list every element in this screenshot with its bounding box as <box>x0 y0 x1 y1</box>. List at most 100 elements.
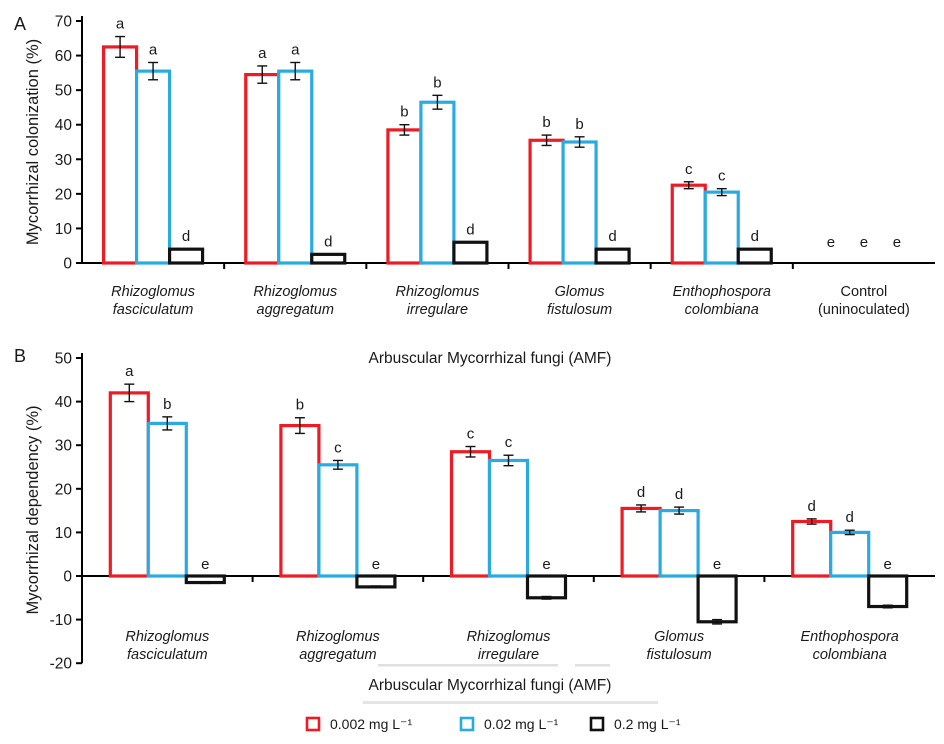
y-tick-label: 30 <box>55 152 73 169</box>
x-category-label: fasciculatum <box>127 647 208 663</box>
significance-letter: a <box>291 41 300 58</box>
significance-letter: a <box>258 45 267 62</box>
bar <box>620 506 662 578</box>
bar <box>419 100 456 265</box>
bar <box>310 252 347 265</box>
x-category-label: Control <box>841 284 888 300</box>
bar <box>703 190 740 265</box>
significance-letter: b <box>542 114 550 131</box>
panel-a-y-axis-title: Mycorrhizal colonization (%) <box>24 39 42 245</box>
bar <box>736 247 773 265</box>
erased-text-artifact <box>575 664 610 667</box>
legend-swatch-black-icon <box>589 716 605 732</box>
bar <box>355 574 397 589</box>
significance-letter: d <box>808 498 816 515</box>
significance-letter: e <box>884 556 892 573</box>
y-tick-label: 70 <box>55 14 73 31</box>
significance-letter: c <box>685 161 693 178</box>
significance-letter: d <box>846 509 854 526</box>
significance-letter: a <box>149 41 158 58</box>
bar <box>525 574 568 600</box>
panel-b-y-axis-title: Mycorrhizal dependency (%) <box>24 405 42 614</box>
significance-letter: b <box>296 397 304 414</box>
bar <box>487 458 530 578</box>
legend-item-02: 0.2 mg L⁻¹ <box>589 716 681 732</box>
erased-text-artifact <box>378 664 558 667</box>
y-tick-label: 0 <box>63 569 72 586</box>
x-category-label: Rhizoglomus <box>396 284 480 300</box>
y-tick-label: 20 <box>55 186 73 203</box>
x-category-label: Enthophospora <box>801 629 899 645</box>
legend-item-0002: 0.002 mg L⁻¹ <box>305 716 412 732</box>
panel-a-x-axis-title: Arbuscular Mycorrhizal fungi (AMF) <box>369 350 612 367</box>
y-tick-label: 0 <box>63 256 72 273</box>
x-category-label: Rhizoglomus <box>296 629 380 645</box>
significance-letter: c <box>467 426 475 443</box>
y-tick-label: 50 <box>55 83 73 100</box>
significance-letter: c <box>334 439 342 456</box>
legend-swatch-red-icon <box>305 716 321 732</box>
x-category-label: (uninoculated) <box>818 302 910 318</box>
bar <box>449 450 492 578</box>
bar <box>244 72 281 265</box>
x-category-label: aggregatum <box>257 302 334 318</box>
legend-item-002: 0.02 mg L⁻¹ <box>459 716 559 732</box>
significance-letter: d <box>637 484 645 501</box>
significance-letter: c <box>505 434 513 451</box>
significance-letter: e <box>201 556 209 573</box>
significance-letter: e <box>372 556 380 573</box>
bar <box>867 574 909 609</box>
bar <box>279 423 321 578</box>
legend: 0.002 mg L⁻¹ 0.02 mg L⁻¹ 0.2 mg L⁻¹ <box>305 716 681 732</box>
y-tick-label: 40 <box>55 117 73 134</box>
significance-letter: a <box>116 16 125 33</box>
y-tick-label: -20 <box>50 656 73 673</box>
x-category-label: Glomus <box>654 629 704 645</box>
significance-letter: e <box>860 234 868 251</box>
bar <box>146 421 188 578</box>
y-tick-label: 60 <box>55 48 73 65</box>
x-category-label: aggregatum <box>299 647 376 663</box>
x-category-label: irregulare <box>478 647 539 663</box>
x-category-label: fistulosum <box>646 647 711 663</box>
x-category-label: fasciculatum <box>113 302 194 318</box>
significance-letter: b <box>433 74 441 91</box>
bar <box>658 509 700 578</box>
significance-letter: d <box>182 228 190 245</box>
significance-letter: e <box>827 234 835 251</box>
bar <box>594 247 631 265</box>
y-tick-label: 30 <box>55 438 73 455</box>
y-tick-label: 50 <box>55 351 73 368</box>
x-category-label: colombiana <box>685 302 759 318</box>
bar <box>791 519 833 578</box>
significance-letter: e <box>713 556 721 573</box>
significance-letter: d <box>466 221 474 238</box>
significance-letter: a <box>125 363 134 380</box>
panel-a-plot: 0 10 20 30 40 50 60 70 Rhizoglomus fasciculatum Rh… <box>55 14 935 318</box>
x-category-label: Rhizoglomus <box>253 284 337 300</box>
bar <box>134 69 172 265</box>
y-tick-label: 20 <box>55 481 73 498</box>
significance-letter: c <box>718 168 726 185</box>
significance-letter: e <box>542 556 550 573</box>
y-tick-label: 10 <box>55 525 73 542</box>
significance-letter: b <box>575 116 583 133</box>
significance-letter: d <box>324 233 332 250</box>
bar <box>386 128 423 265</box>
significance-letter: d <box>751 228 759 245</box>
significance-letter: e <box>893 234 901 251</box>
legend-label: 0.02 mg L⁻¹ <box>484 716 559 732</box>
panel-b-x-axis-title: Arbuscular Mycorrhizal fungi (AMF) <box>369 677 612 694</box>
x-category-label: Rhizoglomus <box>467 629 551 645</box>
legend-swatch-blue-icon <box>459 716 475 732</box>
x-category-label: Glomus <box>555 284 605 300</box>
bar <box>829 530 871 578</box>
bar <box>696 574 738 624</box>
bar <box>561 140 598 265</box>
significance-letter: d <box>675 486 683 503</box>
y-tick-label: -10 <box>50 612 73 629</box>
panel-b-plot: -20 -10 0 10 20 30 40 50 Rhizoglomus fasciculatum… <box>50 351 935 673</box>
x-category-label: Rhizoglomus <box>111 284 195 300</box>
